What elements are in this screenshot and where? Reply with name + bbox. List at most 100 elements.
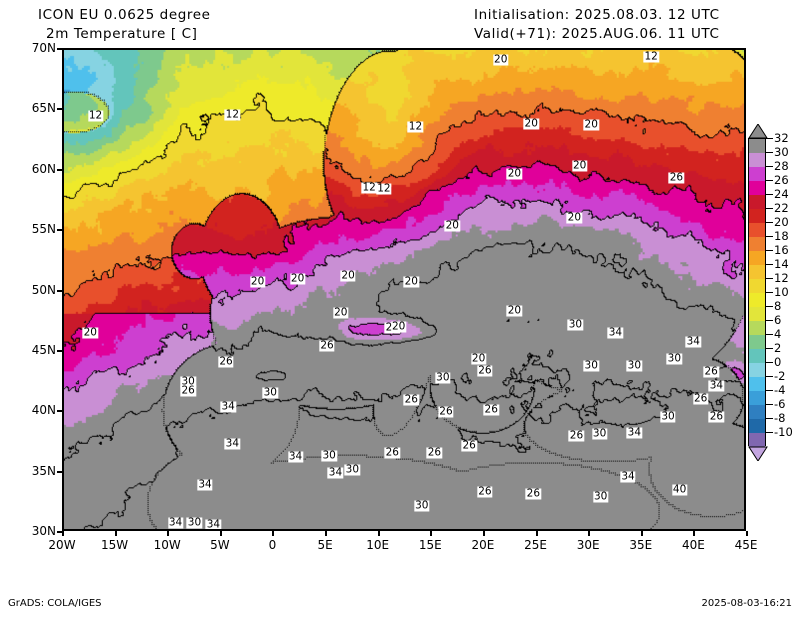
contour-label: 34 <box>205 518 222 531</box>
colorbar-band <box>749 167 765 181</box>
contour-label: 12 <box>87 110 104 122</box>
model-title: ICON EU 0.0625 degree <box>38 7 211 23</box>
contour-label: 26 <box>180 384 196 396</box>
contour-label: 34 <box>220 400 236 413</box>
longitude-tick <box>167 531 170 536</box>
colorbar-tick <box>766 418 773 419</box>
colorbar-tick <box>766 278 773 279</box>
contour-label: 26 <box>525 487 542 500</box>
colorbar-band <box>749 265 765 279</box>
longitude-tick-label: 20W <box>48 538 76 552</box>
colorbar-tick-label: -10 <box>774 425 793 439</box>
contour-label: 30 <box>583 359 599 372</box>
colorbar-cap-bottom <box>748 446 768 462</box>
contour-label: 12 <box>224 108 241 121</box>
colorbar-tick-label: 22 <box>774 201 789 215</box>
longitude-tick <box>588 531 591 536</box>
contour-label: 20 <box>506 304 523 317</box>
contour-label: 20 <box>249 275 266 288</box>
latitude-tick-label: 40N <box>31 403 56 418</box>
longitude-tick-label: 10E <box>366 538 390 552</box>
longitude-tick-label: 20E <box>471 538 495 552</box>
contour-label: 20 <box>523 117 539 130</box>
contour-label: 30 <box>591 427 608 440</box>
colorbar-tick <box>766 236 773 237</box>
latitude-tick-label: 60N <box>31 161 56 176</box>
contour-label: 30 <box>660 410 676 423</box>
colorbar-tick-label: 30 <box>774 145 789 159</box>
contour-label: 34 <box>167 516 184 529</box>
longitude-tick <box>535 531 538 536</box>
colorbar-tick <box>766 390 773 391</box>
latitude-tick <box>57 410 62 413</box>
colorbar-band <box>749 307 765 321</box>
colorbar-tick-label: 24 <box>774 187 789 201</box>
field-title: 2m Temperature [ C] <box>46 26 198 42</box>
contour-label: 26 <box>568 429 585 442</box>
colorbar-tick <box>766 404 773 405</box>
colorbar-band <box>749 237 765 251</box>
contour-label: 26 <box>384 446 400 459</box>
latitude-tick <box>57 349 62 352</box>
colorbar-tick <box>766 362 773 363</box>
contour-label: 34 <box>626 426 643 439</box>
colorbar-tick-label: 10 <box>774 285 789 299</box>
latitude-tick-label: 70N <box>31 41 56 55</box>
longitude-tick <box>62 531 64 536</box>
colorbar-tick-label: 12 <box>774 271 789 285</box>
colorbar-band <box>749 293 765 307</box>
colorbar-band <box>749 335 765 349</box>
contour-label: 30 <box>321 449 337 462</box>
contour-label: 34 <box>287 450 304 463</box>
contour-label: 30 <box>414 499 430 512</box>
colorbar-tick <box>766 432 773 433</box>
colorbar-band <box>749 279 765 293</box>
colorbar-tick <box>766 166 773 167</box>
contour-label: 34 <box>708 379 725 392</box>
colorbar-band <box>749 377 765 391</box>
longitude-tick <box>693 531 696 536</box>
colorbar-tick <box>766 250 773 251</box>
colorbar-tick <box>766 376 773 377</box>
longitude-tick <box>482 531 485 536</box>
colorbar-tick-label: 20 <box>774 215 789 229</box>
colorbar-band <box>749 181 765 195</box>
contour-label: 34 <box>620 470 636 483</box>
contour-label: 26 <box>483 403 499 416</box>
contour-label: 34 <box>224 437 241 450</box>
contour-label: 20 <box>444 219 460 232</box>
contour-label: 12 <box>376 182 392 195</box>
colorbar-tick-label: -8 <box>774 411 786 425</box>
contour-label: 20 <box>82 326 98 339</box>
latitude-tick <box>57 470 62 473</box>
colorbar-tick <box>766 348 773 349</box>
colorbar-band <box>749 153 765 167</box>
chart-header: ICON EU 0.0625 degree 2m Temperature [ C… <box>0 0 800 46</box>
latitude-tick <box>57 229 62 232</box>
colorbar-tick-label: 8 <box>774 299 782 313</box>
contour-label: 26 <box>703 365 719 378</box>
contour-label: 20 <box>571 159 588 172</box>
colorbar-band <box>749 321 765 335</box>
colorbar-tick <box>766 334 773 335</box>
map-plot-area: 1212121212122012202020202620202020202020… <box>62 48 746 531</box>
contour-label: 20 <box>340 269 356 282</box>
colorbar-tick <box>766 180 773 181</box>
longitude-tick-label: 40E <box>681 538 705 552</box>
contour-label: 12 <box>407 120 424 133</box>
longitude-tick-label: 10W <box>153 538 181 552</box>
contour-label: 20 <box>583 118 599 131</box>
colorbar-tick-label: 26 <box>774 173 789 187</box>
chart-footer: GrADS: COLA/IGES 2025-08-03-16:21 <box>0 592 800 618</box>
longitude-tick-label: 5W <box>210 538 230 552</box>
contour-label: 26 <box>403 393 419 406</box>
contour-label: 20 <box>403 275 419 288</box>
contour-label: 26 <box>438 405 454 418</box>
latitude-tick-label: 35N <box>31 463 56 478</box>
latitude-tick <box>57 168 62 171</box>
latitude-tick <box>57 531 62 533</box>
latitude-tick <box>57 289 62 292</box>
contour-label: 26 <box>708 410 725 423</box>
latitude-tick-label: 65N <box>31 101 56 116</box>
colorbar-tick <box>766 152 773 153</box>
